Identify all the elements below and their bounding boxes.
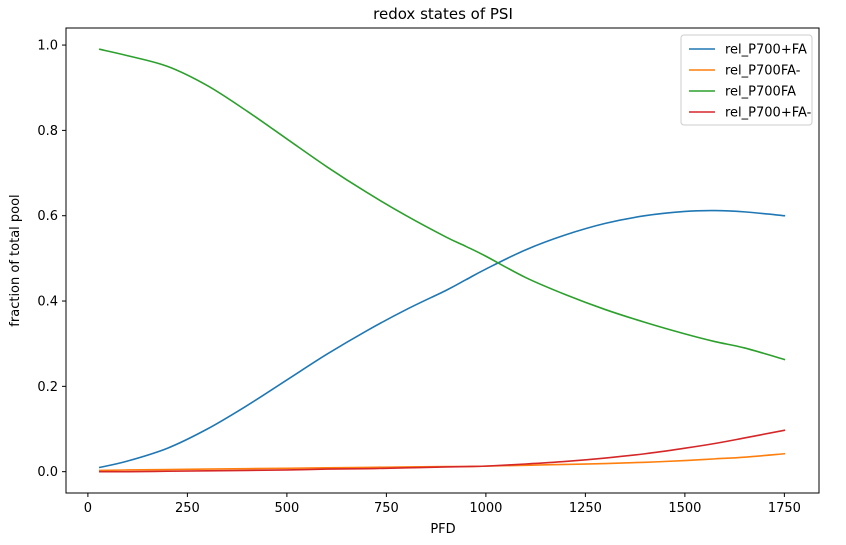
x-tick-label: 1500 (668, 501, 701, 516)
legend-box (680, 34, 813, 126)
legend-items: rel_P700+FA rel_P700FA-rel_P700FA rel_P700… (689, 43, 812, 121)
y-axis-label: fraction of total pool (8, 194, 23, 326)
legend-label: rel_P700+FA (725, 43, 807, 58)
series-line-rel-p700plusfa (98, 209, 786, 469)
y-axis-ticks: 0.0 0.2 0.4 0.6 0.8 1.0 (37, 39, 66, 480)
x-tick-label: 750 (374, 501, 399, 516)
series-layer (98, 48, 786, 473)
x-tick-label: 1000 (469, 501, 502, 516)
y-tick-label: 0.4 (37, 295, 58, 310)
y-tick-label: 0.2 (37, 380, 58, 395)
x-tick-label: 0 (84, 501, 92, 516)
x-axis-label: PFD (430, 522, 455, 537)
y-tick-label: 1.0 (37, 39, 58, 54)
legend-label: rel_P700FA- (725, 64, 801, 79)
x-tick-label: 1250 (569, 501, 602, 516)
y-tick-label: 0.0 (37, 465, 58, 480)
legend: rel_P700+FA rel_P700FA-rel_P700FA rel_P700… (680, 34, 813, 126)
x-tick-label: 1750 (768, 501, 801, 516)
legend-label: rel_P700+FA- (725, 106, 812, 121)
legend-label: rel_P700FA (725, 85, 796, 100)
series-line-rel-p700fa (98, 48, 786, 361)
x-tick-label: 250 (175, 501, 200, 516)
x-tick-label: 500 (274, 501, 299, 516)
chart-title: redox states of PSI (373, 5, 513, 23)
y-tick-label: 0.8 (37, 124, 58, 139)
plot-area-frame (65, 27, 820, 494)
x-axis-ticks: 0 250 500 750 1000 1250 1500 1750 (84, 493, 801, 516)
y-tick-label: 0.6 (37, 209, 58, 224)
series-line-rel-p700plusfaminus (99, 429, 786, 473)
